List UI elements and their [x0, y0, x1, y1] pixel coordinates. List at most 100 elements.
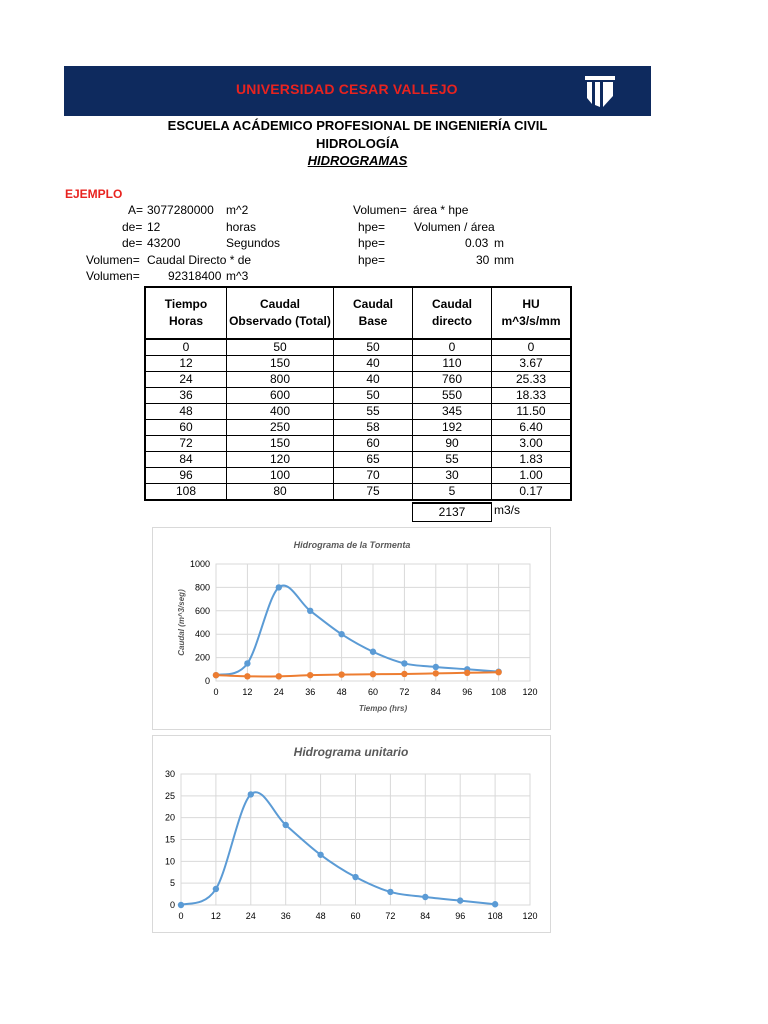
data-point [275, 673, 282, 680]
table-cell: 50 [226, 338, 334, 356]
table-cell: 36 [144, 387, 227, 404]
table-cell: 0 [491, 338, 572, 356]
y-tick-label: 400 [195, 629, 210, 639]
x-tick-label: 60 [368, 687, 378, 697]
formula-key: hpe= [358, 253, 386, 267]
data-point [432, 670, 439, 677]
param-key: A= [128, 203, 144, 217]
table-cell: 18.33 [491, 387, 572, 404]
data-point [352, 873, 359, 881]
data-point [401, 660, 408, 667]
table-cell: 55 [412, 451, 492, 468]
table-cell: 48 [144, 403, 227, 420]
table-row: 108 80 75 5 0.17 [144, 483, 572, 501]
table-cell: 75 [333, 483, 413, 501]
x-tick-label: 24 [274, 687, 284, 697]
data-point [369, 648, 377, 655]
data-point [212, 671, 220, 679]
chart-storm-hydrograph: Hidrograma de la Tormenta 0 200 400 600 800 10… [152, 527, 551, 730]
y-tick-label: 30 [165, 769, 175, 779]
table-cell: 30 [412, 467, 492, 484]
table-cell: 70 [333, 467, 413, 484]
data-point [457, 897, 464, 904]
x-tick-label: 36 [305, 687, 315, 697]
y-tick-label: 20 [165, 813, 175, 823]
example-label: EJEMPLO [65, 187, 123, 201]
series-line-0 [215, 584, 499, 677]
table-row: 60 250 58 192 6.40 [144, 419, 572, 436]
course-title: HIDROLOGÍA [315, 136, 400, 151]
table-cell: 90 [412, 435, 492, 452]
x-tick-label: 72 [399, 687, 409, 697]
data-point [307, 607, 314, 614]
y-axis-label: Caudal (m^3/seg) [177, 589, 186, 656]
formula-unit: m [494, 236, 504, 250]
table-cell: 800 [226, 371, 334, 388]
formula-value: 30 [476, 253, 490, 267]
table-row: 84 120 65 55 1.83 [144, 451, 572, 468]
table-row: 96 100 70 30 1.00 [144, 467, 572, 484]
table-cell: 400 [226, 403, 334, 420]
table-row: 0 50 50 0 0 [144, 338, 572, 356]
chart-title: Hidrograma unitario [294, 745, 409, 759]
data-point [247, 791, 254, 798]
data-point [464, 669, 471, 677]
table-cell: 192 [412, 419, 492, 436]
ucv-shield-logo-icon [585, 76, 615, 107]
x-tick-label: 120 [522, 687, 537, 697]
data-point [495, 669, 502, 676]
data-point [369, 671, 377, 678]
x-tick-label: 96 [462, 687, 472, 697]
y-tick-label: 10 [165, 856, 175, 866]
school-title: ESCUELA ACÁDEMICO PROFESIONAL DE INGENIE… [167, 118, 548, 133]
table-cell: 6.40 [491, 419, 572, 436]
table-cell: 65 [333, 451, 413, 468]
formula-key: hpe= [358, 236, 386, 250]
x-tick-label: 48 [337, 687, 347, 697]
table-cell: 58 [333, 419, 413, 436]
x-tick-label: 24 [246, 911, 256, 921]
x-tick-label: 96 [455, 911, 465, 921]
formula-value: área * hpe [413, 203, 469, 217]
table-cell: 150 [226, 355, 334, 372]
table-cell: 1.00 [491, 467, 572, 484]
table-cell: 108 [144, 483, 227, 501]
x-tick-label: 84 [420, 911, 430, 921]
table-cell: 100 [226, 467, 334, 484]
formula-value: 0.03 [465, 236, 489, 250]
table-cell: 50 [333, 338, 413, 356]
table-cell: 60 [144, 419, 227, 436]
table-cell: 24 [144, 371, 227, 388]
table-cell: 50 [333, 387, 413, 404]
data-point [338, 631, 345, 638]
data-point [244, 660, 251, 667]
table-cell: 760 [412, 371, 492, 388]
x-tick-label: 60 [350, 911, 360, 921]
data-point [432, 663, 439, 671]
formula-key: hpe= [358, 220, 386, 234]
table-cell: 600 [226, 387, 334, 404]
table-cell: 72 [144, 435, 227, 452]
table-cell: 96 [144, 467, 227, 484]
table-cell: 120 [226, 451, 334, 468]
y-tick-label: 1000 [190, 559, 210, 569]
x-tick-label: 108 [488, 911, 503, 921]
param-key: Volumen= [86, 269, 140, 283]
table-cell: 12 [144, 355, 227, 372]
y-tick-label: 0 [205, 676, 210, 686]
table-header-row: Tiempo Horas Caudal Observado (Total) Caud… [144, 286, 572, 340]
x-tick-label: 12 [242, 687, 252, 697]
table-cell: 11.50 [491, 403, 572, 420]
data-point [317, 851, 324, 858]
data-point [387, 888, 394, 896]
data-point [282, 821, 289, 829]
param-value: 43200 [147, 236, 181, 250]
table-cell: 0 [144, 338, 227, 356]
x-tick-label: 12 [211, 911, 221, 921]
table-cell: 80 [226, 483, 334, 501]
topic-title: HIDROGRAMAS [307, 153, 408, 168]
column-header: Caudal Base [333, 286, 413, 340]
table-cell: 3.67 [491, 355, 572, 372]
y-tick-label: 15 [165, 835, 175, 845]
data-point [307, 671, 314, 679]
